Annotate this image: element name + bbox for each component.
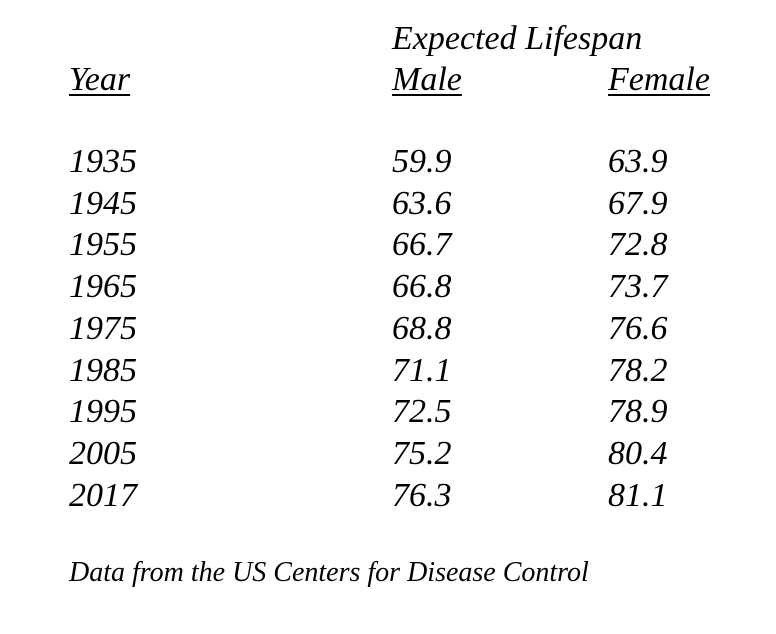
year-cell: 1955 [69,226,137,263]
year-column-header: Year [69,61,131,98]
female-lifespan-cell: 63.9 [608,143,668,180]
male-lifespan-cell: 59.9 [392,143,452,180]
male-lifespan-cell: 75.2 [392,435,452,472]
year-cell: 1985 [69,352,137,389]
male-lifespan-cell: 72.5 [392,393,452,430]
source-footnote: Data from the US Centers for Disease Con… [69,557,589,588]
male-column-header: Male [392,61,462,98]
year-cell: 2005 [69,435,137,472]
male-lifespan-cell: 63.6 [392,185,452,222]
female-lifespan-cell: 67.9 [608,185,668,222]
female-column-header: Female [608,61,710,98]
female-lifespan-cell: 72.8 [608,226,668,263]
male-lifespan-cell: 66.7 [392,226,452,263]
female-lifespan-cell: 78.2 [608,352,668,389]
female-lifespan-cell: 76.6 [608,310,668,347]
year-cell: 1965 [69,268,137,305]
year-cell: 2017 [69,477,137,514]
year-cell: 1935 [69,143,137,180]
male-lifespan-cell: 68.8 [392,310,452,347]
female-lifespan-cell: 73.7 [608,268,668,305]
female-lifespan-cell: 78.9 [608,393,668,430]
female-lifespan-cell: 80.4 [608,435,668,472]
year-cell: 1945 [69,185,137,222]
female-lifespan-cell: 81.1 [608,477,668,514]
expected-lifespan-heading: Expected Lifespan [392,20,643,57]
year-cell: 1975 [69,310,137,347]
male-lifespan-cell: 66.8 [392,268,452,305]
male-lifespan-cell: 76.3 [392,477,452,514]
year-cell: 1995 [69,393,137,430]
male-lifespan-cell: 71.1 [392,352,452,389]
